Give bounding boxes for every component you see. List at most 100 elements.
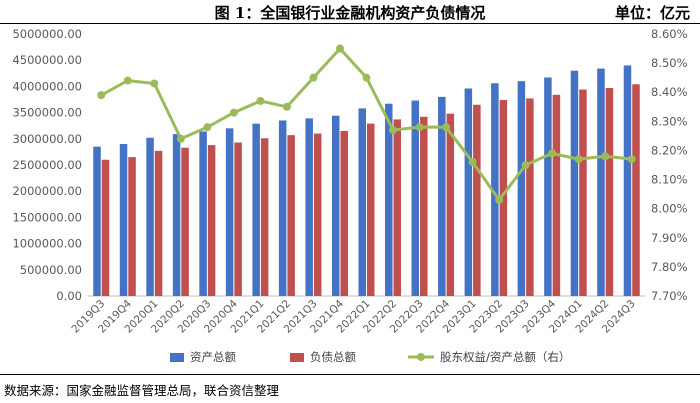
bar-assets: [278, 120, 287, 297]
ratio-point: [150, 79, 159, 88]
bar-assets: [146, 137, 154, 296]
ratio-point: [282, 102, 291, 111]
bar-assets: [623, 65, 632, 296]
bar-assets: [570, 70, 579, 297]
y-right-tick-label: 8.20%: [651, 143, 688, 157]
bar-liabilities: [101, 159, 110, 296]
bar-liabilities: [526, 98, 534, 297]
bar-assets: [199, 131, 207, 296]
bar-series: [93, 65, 640, 297]
ratio-point: [362, 73, 371, 82]
ratio-point: [309, 73, 318, 82]
bar-liabilities: [234, 142, 242, 296]
bar-liabilities: [154, 150, 163, 296]
bar-assets: [93, 146, 101, 296]
ratio-point: [123, 76, 132, 85]
bar-liabilities: [367, 123, 375, 296]
y-left-tick-label: 4500000.00: [12, 53, 82, 67]
y-left-tick-label: 2500000.00: [12, 158, 82, 172]
y-left-tick-label: 2000000.00: [12, 184, 82, 198]
ratio-point: [203, 123, 212, 132]
y-right-tick-label: 7.80%: [651, 260, 688, 274]
bar-liabilities: [605, 87, 614, 296]
legend: 资产总额 负债总额 股东权益/资产总额（右）: [170, 350, 570, 364]
bar-liabilities: [260, 138, 269, 296]
y-right-tick-label: 8.30%: [651, 114, 688, 128]
ratio-point: [97, 91, 106, 100]
top-rule: [0, 23, 700, 24]
source-note: 数据来源：国家金融监督管理总局，联合资信整理: [4, 383, 280, 398]
bar-assets: [331, 115, 340, 296]
y-right-tick-label: 8.50%: [651, 56, 688, 70]
y-right-tick-label: 7.70%: [651, 289, 688, 303]
ratio-point: [574, 155, 583, 164]
bar-liabilities: [128, 157, 136, 296]
y-left-tick-label: 4000000.00: [12, 79, 82, 93]
bar-liabilities: [313, 133, 322, 296]
bar-assets: [491, 83, 499, 296]
ratio-point: [176, 134, 185, 143]
legend-label: 资产总额: [190, 350, 236, 364]
ratio-point: [521, 161, 530, 169]
ratio-point: [495, 195, 504, 204]
bar-assets: [464, 88, 473, 296]
bar-assets: [119, 144, 128, 296]
legend-label: 负债总额: [310, 350, 356, 364]
y-right-tick-label: 8.40%: [651, 85, 688, 99]
bar-assets: [252, 123, 260, 296]
bar-assets: [544, 77, 552, 296]
ratio-line: [100, 47, 632, 202]
bar-liabilities: [287, 135, 295, 296]
bar-assets: [305, 118, 313, 296]
y-left-tick-label: 0.00: [56, 289, 82, 303]
line-series: [97, 44, 636, 204]
y-left-tick-label: 500000.00: [20, 263, 82, 277]
legend-swatch: [290, 353, 304, 362]
bar-liabilities: [340, 130, 348, 296]
chart: 0.00 500000.00 1000000.00 1500000.00 2000000…: [12, 27, 688, 364]
y-left-tick-label: 5000000.00: [12, 27, 82, 41]
bar-liabilities: [393, 119, 402, 296]
bar-liabilities: [632, 84, 640, 296]
chart-title: 图 1：全国银行业金融机构资产负债情况: [214, 4, 486, 22]
ratio-point: [389, 126, 398, 135]
bar-assets: [438, 96, 446, 296]
bar-assets: [385, 103, 393, 296]
y-right-tick-label: 8.00%: [651, 202, 688, 216]
ratio-point: [229, 108, 238, 117]
bar-assets: [172, 134, 181, 296]
ratio-point: [335, 44, 344, 53]
y-right-tick-label: 8.10%: [651, 173, 688, 187]
bar-liabilities: [499, 100, 508, 296]
y-right-tick-label: 7.90%: [651, 231, 688, 245]
y-left-tick-label: 3000000.00: [12, 132, 82, 146]
unit-label: 单位：亿元: [614, 4, 690, 22]
ratio-point: [468, 158, 477, 167]
bar-assets: [411, 100, 420, 296]
bar-liabilities: [552, 94, 561, 296]
y-left-tick-label: 1000000.00: [12, 237, 82, 251]
ratio-point: [256, 96, 265, 105]
legend-label: 股东权益/资产总额（右）: [440, 350, 570, 364]
ratio-point: [442, 123, 451, 132]
bottom-rule: [0, 374, 700, 375]
ratio-point: [601, 152, 610, 161]
bar-assets: [358, 108, 366, 297]
y-left-tick-label: 1500000.00: [12, 210, 82, 224]
bar-assets: [225, 128, 234, 296]
bar-assets: [597, 68, 605, 296]
bar-liabilities: [181, 147, 189, 296]
bar-assets: [517, 81, 526, 296]
y-right-tick-label: 8.60%: [651, 27, 688, 41]
bar-liabilities: [579, 89, 587, 296]
bar-liabilities: [207, 145, 216, 296]
ratio-point: [548, 149, 557, 158]
legend-swatch: [170, 353, 184, 362]
bar-liabilities: [473, 104, 481, 297]
bar-liabilities: [446, 113, 455, 296]
legend-marker: [417, 353, 425, 361]
bar-liabilities: [420, 116, 428, 297]
ratio-point: [415, 123, 424, 132]
ratio-point: [627, 155, 636, 164]
y-left-tick-label: 3500000.00: [12, 106, 82, 120]
